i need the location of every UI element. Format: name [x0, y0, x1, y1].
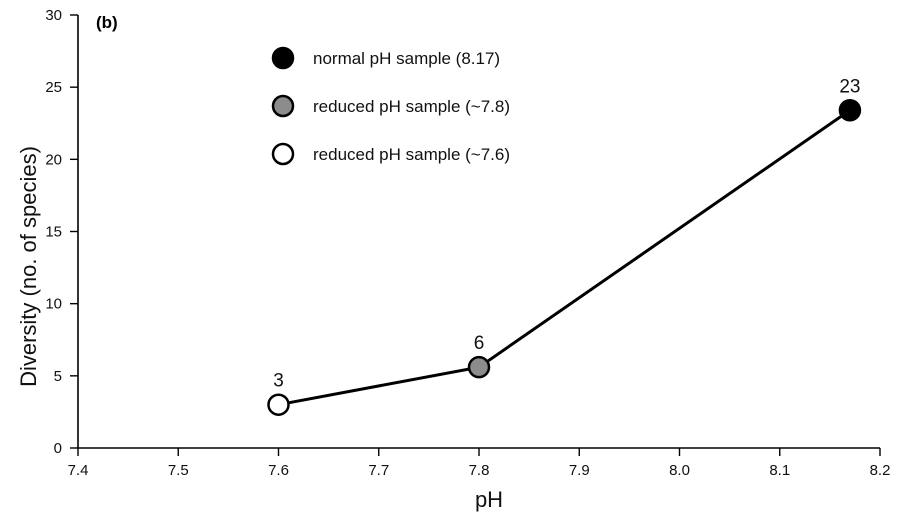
- data-point: [838, 99, 862, 122]
- x-tick-label: 7.9: [569, 462, 590, 479]
- x-tick-label: 7.6: [268, 462, 289, 479]
- x-tick-label: 7.8: [469, 462, 490, 479]
- y-tick-label: 15: [45, 224, 62, 241]
- legend-marker: [271, 94, 295, 118]
- y-tick-label: 25: [45, 79, 62, 96]
- y-tick-label: 10: [45, 296, 62, 313]
- legend-label: reduced pH sample (~7.8): [313, 97, 510, 116]
- y-tick-label: 20: [45, 151, 62, 168]
- x-axis-ticks: 7.4 7.5 7.6 7.7 7.8 7.9 8.0 8.1 8.2: [68, 448, 891, 479]
- data-point-label: 6: [474, 333, 485, 354]
- x-tick-label: 7.4: [68, 462, 89, 479]
- x-tick-label: 7.5: [168, 462, 189, 479]
- y-tick-label: 5: [54, 368, 62, 385]
- panel-label: (b): [96, 13, 118, 32]
- y-tick-label: 0: [54, 440, 62, 457]
- y-axis-title: Diversity (no. of species): [16, 146, 41, 387]
- x-tick-label: 8.1: [769, 462, 790, 479]
- legend-marker: [271, 46, 295, 70]
- data-point-label: 23: [839, 76, 860, 97]
- y-tick-label: 30: [45, 7, 62, 24]
- axes: [77, 15, 880, 449]
- x-tick-label: 8.2: [870, 462, 891, 479]
- legend-label: reduced pH sample (~7.6): [313, 145, 510, 164]
- data-labels: 3 6 23: [273, 76, 860, 391]
- x-tick-label: 8.0: [669, 462, 690, 479]
- y-axis-ticks: 0 5 10 15 20 25 30: [45, 7, 78, 457]
- data-point: [467, 355, 491, 379]
- x-axis-title: pH: [475, 487, 503, 512]
- data-point: [267, 393, 290, 416]
- legend-label: normal pH sample (8.17): [313, 49, 500, 68]
- data-point-label: 3: [273, 371, 284, 392]
- series: [267, 99, 862, 416]
- legend-marker: [271, 142, 295, 166]
- x-tick-label: 7.7: [368, 462, 389, 479]
- legend: normal pH sample (8.17) reduced pH sample…: [271, 46, 510, 166]
